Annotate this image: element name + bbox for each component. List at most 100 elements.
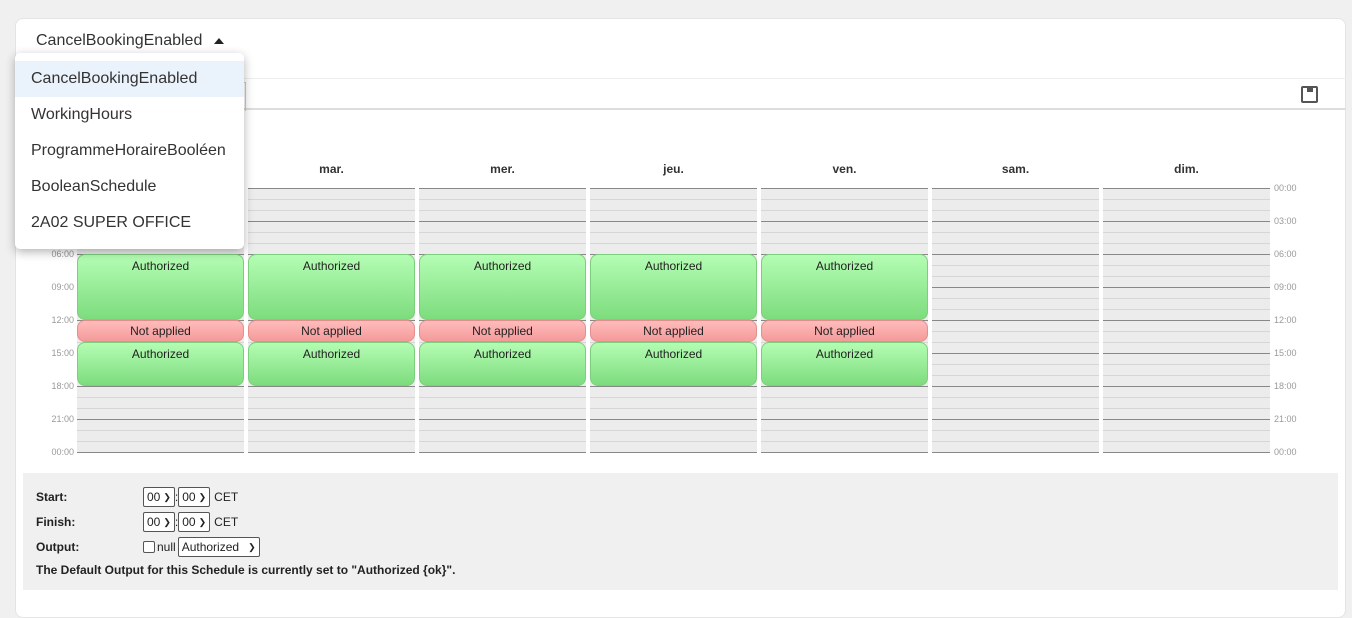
hour-line <box>419 221 586 222</box>
period-label: Authorized <box>131 259 190 273</box>
hour-line <box>1103 188 1270 189</box>
start-hour-select[interactable]: 00 ❯ <box>143 487 175 507</box>
day-column[interactable]: Authorized Not applied Authorized <box>248 188 415 453</box>
hour-line <box>590 408 757 409</box>
chevron-down-icon: ❯ <box>198 516 207 527</box>
hour-line <box>77 452 244 453</box>
schedule-selector-toggle[interactable]: CancelBookingEnabled <box>36 32 225 50</box>
time-label-right: 15:00 <box>1274 348 1297 358</box>
output-value: Authorized <box>181 540 240 554</box>
start-minute-select[interactable]: 00 ❯ <box>178 487 211 507</box>
hour-line <box>1103 254 1270 255</box>
period-label: Authorized <box>815 347 874 361</box>
time-label-left: 00:00 <box>51 447 74 457</box>
day-column[interactable] <box>932 188 1099 453</box>
period-block[interactable]: Authorized <box>77 342 244 386</box>
hour-line <box>419 188 586 189</box>
period-block[interactable]: Authorized <box>419 342 586 386</box>
hour-line <box>1103 386 1270 387</box>
hour-line <box>932 287 1099 288</box>
time-label-left: 12:00 <box>51 315 74 325</box>
hour-line <box>761 243 928 244</box>
hour-line <box>248 243 415 244</box>
period-block[interactable]: Authorized <box>248 254 415 320</box>
day-column[interactable] <box>1103 188 1270 453</box>
hour-line <box>590 188 757 189</box>
period-block[interactable]: Not applied <box>590 320 757 342</box>
hour-line <box>761 188 928 189</box>
hour-line <box>419 243 586 244</box>
day-column[interactable]: Authorized Not applied Authorized <box>590 188 757 453</box>
hour-line <box>590 419 757 420</box>
hour-line <box>1103 287 1270 288</box>
hour-line <box>248 419 415 420</box>
hour-line <box>761 408 928 409</box>
hour-line <box>761 430 928 431</box>
period-block[interactable]: Not applied <box>761 320 928 342</box>
day-column[interactable]: Authorized Not applied Authorized <box>419 188 586 453</box>
schedule-menu-item[interactable]: BooleanSchedule <box>31 178 157 195</box>
hour-line <box>932 419 1099 420</box>
period-block[interactable]: Authorized <box>419 254 586 320</box>
finish-timezone: CET <box>214 515 239 529</box>
hour-line <box>1103 430 1270 431</box>
hour-line <box>419 199 586 200</box>
hour-line <box>932 364 1099 365</box>
save-icon[interactable] <box>1301 86 1318 103</box>
hour-line <box>1103 342 1270 343</box>
hour-line <box>419 452 586 453</box>
hour-line <box>419 232 586 233</box>
hour-line <box>932 309 1099 310</box>
hour-line <box>932 430 1099 431</box>
start-timezone: CET <box>214 490 239 504</box>
schedule-menu-item[interactable]: CancelBookingEnabled <box>15 61 244 97</box>
hour-line <box>932 331 1099 332</box>
period-block[interactable]: Authorized <box>77 254 244 320</box>
time-label-left: 09:00 <box>51 282 74 292</box>
hour-line <box>248 441 415 442</box>
period-block[interactable]: Not applied <box>77 320 244 342</box>
period-block[interactable]: Authorized <box>248 342 415 386</box>
hour-line <box>419 210 586 211</box>
schedule-menu-item[interactable]: ProgrammeHoraireBooléen <box>31 142 226 159</box>
hour-line <box>419 441 586 442</box>
day-column[interactable]: Authorized Not applied Authorized <box>761 188 928 453</box>
time-label-right: 00:00 <box>1274 447 1297 457</box>
period-block[interactable]: Authorized <box>590 254 757 320</box>
hour-line <box>761 232 928 233</box>
chevron-down-icon: ❯ <box>248 541 256 552</box>
hour-line <box>590 397 757 398</box>
period-label: Authorized <box>302 347 361 361</box>
hour-line <box>1103 331 1270 332</box>
hour-line <box>590 221 757 222</box>
hour-line <box>77 419 244 420</box>
finish-hour-select[interactable]: 00 ❯ <box>143 512 175 532</box>
default-output-note: The Default Output for this Schedule is … <box>36 563 456 577</box>
time-label-right: 06:00 <box>1274 249 1297 259</box>
period-block[interactable]: Not applied <box>419 320 586 342</box>
period-block[interactable]: Authorized <box>761 254 928 320</box>
hour-line <box>761 221 928 222</box>
schedule-menu-item[interactable]: WorkingHours <box>31 106 133 123</box>
caret-up-icon <box>214 38 225 44</box>
finish-minute-select[interactable]: 00 ❯ <box>178 512 211 532</box>
output-select[interactable]: Authorized ❯ <box>177 537 260 557</box>
hour-line <box>761 210 928 211</box>
null-checkbox[interactable] <box>143 541 155 553</box>
schedule-menu-item[interactable]: 2A02 SUPER OFFICE <box>31 214 192 231</box>
day-header: sam. <box>1001 162 1030 176</box>
hour-line <box>761 397 928 398</box>
start-minute-value: 00 <box>182 490 196 504</box>
period-block[interactable]: Authorized <box>590 342 757 386</box>
null-label: null <box>157 540 176 554</box>
finish-minute-value: 00 <box>182 515 196 529</box>
period-block[interactable]: Authorized <box>761 342 928 386</box>
hour-line <box>932 221 1099 222</box>
hour-line <box>932 254 1099 255</box>
hour-line <box>590 441 757 442</box>
hour-line <box>248 408 415 409</box>
hour-line <box>248 210 415 211</box>
hour-line <box>248 188 415 189</box>
period-block[interactable]: Not applied <box>248 320 415 342</box>
chevron-down-icon: ❯ <box>163 491 171 502</box>
